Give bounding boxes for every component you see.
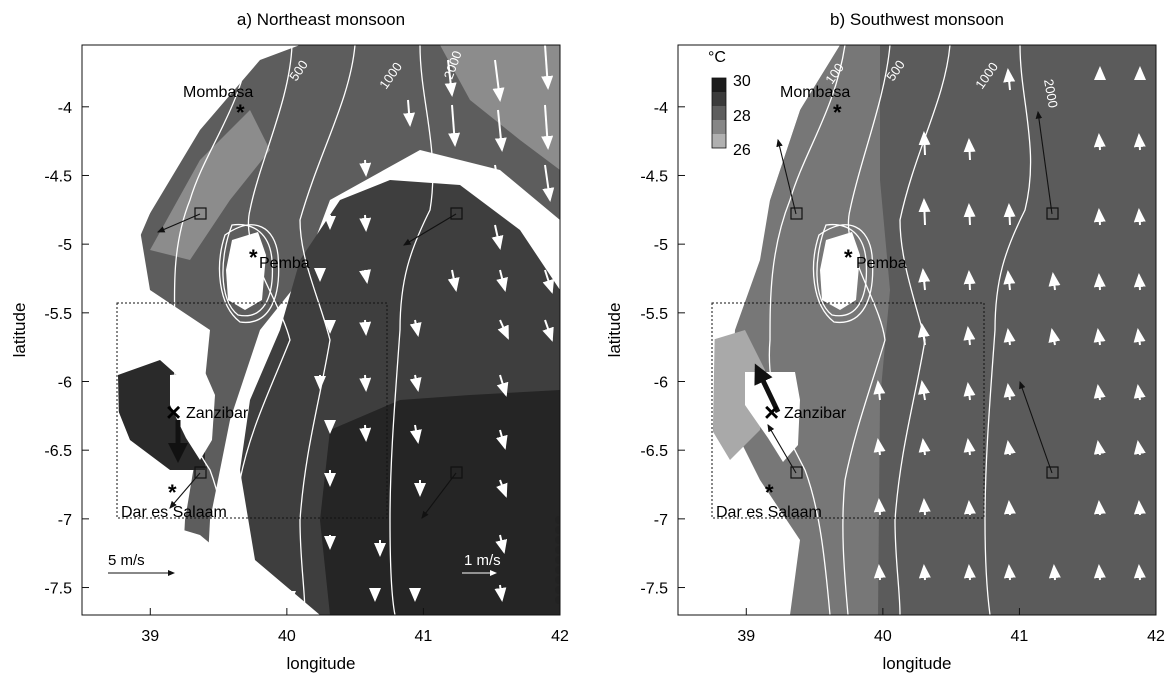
panel-a-pemba	[226, 232, 266, 310]
panel-b-colorbar-unit: °C	[708, 49, 726, 66]
panel-b-label-mombasa: Mombasa	[780, 84, 850, 101]
panel-b-pemba-star: *	[844, 245, 853, 270]
panel-a-edge-dots	[555, 516, 560, 604]
panel-b-mombasa-star: *	[833, 100, 842, 125]
panel-b-contour-2000: 2000	[1041, 78, 1061, 109]
x-tick-label: 39	[141, 628, 159, 645]
panel-a: a) Northeast monsoon	[10, 10, 569, 673]
panel-a-shelf-band	[140, 45, 560, 615]
panel-b-dashed-box	[711, 302, 985, 519]
panel-a-zanzibar	[170, 372, 215, 460]
panel-a-contours	[173, 45, 434, 615]
panel-b-label-pemba: Pemba	[856, 255, 907, 272]
panel-b-title: b) Southwest monsoon	[830, 10, 1004, 29]
panel-a-pemba-star: *	[249, 245, 258, 270]
panel-a-cool-band	[440, 45, 560, 170]
panel-a-label-dar: Dar es Salaam	[121, 504, 227, 521]
y-tick-label: -5	[58, 237, 72, 254]
panel-b-colorbar: °C 30 28 26	[708, 49, 751, 159]
panel-a-label-pemba: Pemba	[259, 255, 310, 272]
panel-a-dashed-box	[116, 302, 388, 519]
panel-a-obs-arrows	[156, 213, 457, 519]
panel-b-colorbar-tick-26: 26	[733, 142, 751, 159]
x-tick-label: 40	[278, 628, 296, 645]
y-tick-label: -4.5	[640, 168, 668, 185]
panel-a-scale-1ms: 1 m/s	[464, 552, 501, 569]
panel-b-dar-star: *	[765, 480, 774, 505]
panel-a-ticks: 39 40 41 42 -4 -4.5 -5 -5.5 -6 -6.5 -7 -7.5	[44, 100, 569, 645]
panel-b-shelf	[730, 45, 890, 615]
panel-a-dar-star: *	[168, 480, 177, 505]
panel-a-label-zanzibar: Zanzibar	[186, 405, 249, 422]
panel-a-label-mombasa: Mombasa	[183, 84, 253, 101]
x-tick-label: 40	[874, 628, 892, 645]
panel-b-xlabel: longitude	[882, 654, 951, 673]
panel-b-ticks: 39 40 41 42 -4 -4.5 -5 -5.5 -6 -6.5 -7 -7.5	[640, 100, 1165, 645]
panel-a-land	[82, 45, 240, 615]
y-tick-label: -7.5	[44, 581, 72, 598]
panel-b-frame	[677, 44, 1157, 616]
x-tick-label: 41	[415, 628, 433, 645]
y-tick-label: -7	[654, 512, 668, 529]
y-tick-label: -6.5	[44, 443, 72, 460]
panel-b-zanzibar-x: ×	[764, 397, 779, 427]
panel-a-frame	[81, 44, 561, 616]
y-tick-label: -5	[654, 237, 668, 254]
x-tick-label: 42	[1147, 628, 1165, 645]
panel-b-label-dar: Dar es Salaam	[716, 504, 822, 521]
y-tick-label: -4	[58, 100, 72, 117]
panel-b-thick-arrow	[754, 363, 781, 414]
panel-a-mombasa-star: *	[236, 100, 245, 125]
panel-b-land	[678, 45, 840, 615]
panel-b-colorbar-tick-30: 30	[733, 73, 751, 90]
y-tick-label: -6.5	[640, 443, 668, 460]
panel-b-zanzibar	[745, 372, 800, 462]
x-tick-label: 42	[551, 628, 569, 645]
panel-a-current-arrows	[284, 45, 555, 605]
panel-b: b) Southwest monsoon 100 500 1000 2000	[605, 10, 1165, 673]
y-tick-label: -7	[58, 512, 72, 529]
y-tick-label: -4	[654, 100, 668, 117]
panel-b-station-markers	[790, 207, 1059, 479]
panel-b-label-zanzibar: Zanzibar	[784, 405, 847, 422]
panel-a-ylabel: latitude	[10, 303, 29, 358]
y-tick-label: -6	[58, 375, 72, 392]
panel-a-zanzibar-x: ×	[166, 397, 181, 427]
panel-a-map: 100 500 1000 2000	[82, 45, 560, 615]
panel-a-xlabel: longitude	[286, 654, 355, 673]
x-tick-label: 39	[737, 628, 755, 645]
panel-b-current-arrows	[873, 66, 1146, 581]
y-tick-label: -5.5	[44, 306, 72, 323]
y-tick-label: -7.5	[640, 581, 668, 598]
y-tick-label: -6	[654, 375, 668, 392]
panel-a-station-markers	[194, 207, 463, 479]
panel-b-colorbar-tick-28: 28	[733, 108, 751, 125]
panel-b-pemba	[820, 232, 860, 310]
y-tick-label: -5.5	[640, 306, 668, 323]
x-tick-label: 41	[1011, 628, 1029, 645]
panel-b-obs-arrows	[767, 110, 1053, 474]
panel-a-scale-5ms: 5 m/s	[108, 552, 145, 569]
panel-b-map: 100 500 1000 2000	[678, 45, 1156, 615]
panel-a-title: a) Northeast monsoon	[237, 10, 405, 29]
y-tick-label: -4.5	[44, 168, 72, 185]
panel-b-ylabel: latitude	[605, 303, 624, 358]
panel-b-contours	[768, 45, 1032, 615]
